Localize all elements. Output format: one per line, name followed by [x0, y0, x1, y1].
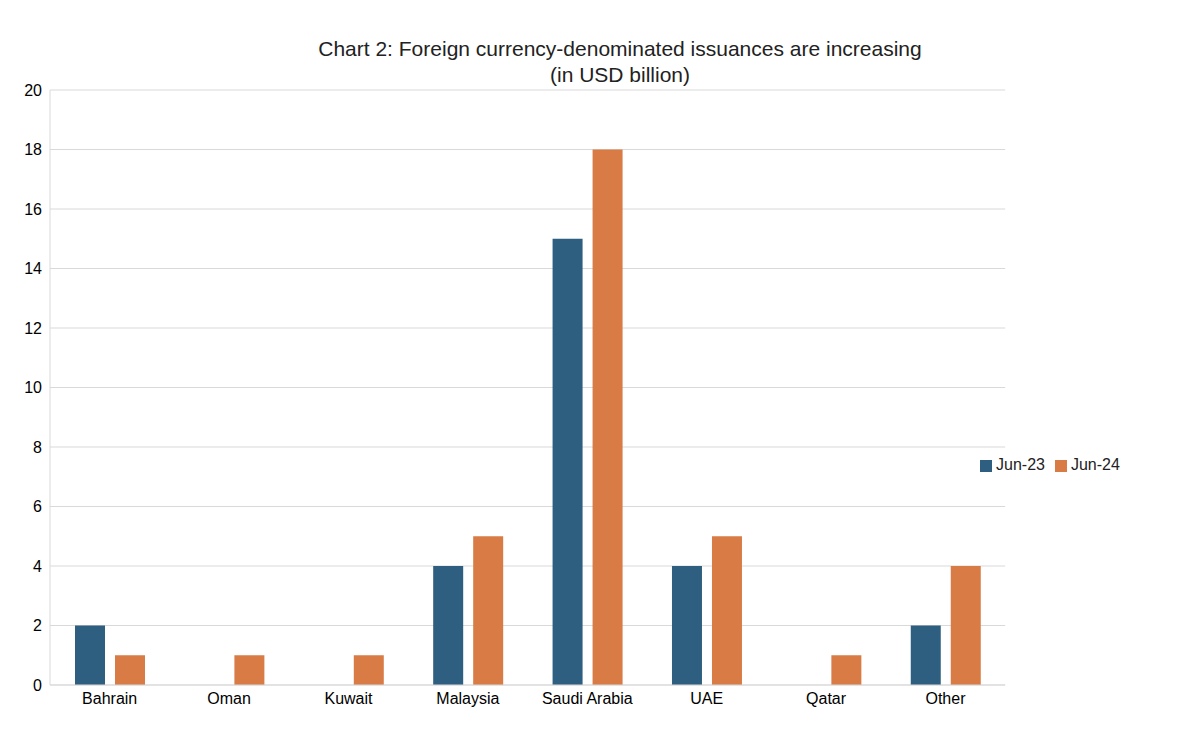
- svg-text:UAE: UAE: [690, 690, 723, 707]
- svg-text:Saudi Arabia: Saudi Arabia: [542, 690, 633, 707]
- html-text:(in USD billion): (in USD billion): [550, 63, 690, 86]
- svg-text:18: 18: [24, 141, 42, 158]
- svg-text:Other: Other: [925, 690, 966, 707]
- svg-text:Qatar: Qatar: [806, 690, 847, 707]
- svg-text:Bahrain: Bahrain: [82, 690, 137, 707]
- svg-text:8: 8: [33, 439, 42, 456]
- html-text:Jun-24: Jun-24: [1070, 456, 1120, 473]
- svg-text:Kuwait: Kuwait: [324, 690, 373, 707]
- svg-text:Oman: Oman: [207, 690, 251, 707]
- svg-text:0: 0: [33, 677, 42, 694]
- svg-text:10: 10: [24, 379, 42, 396]
- svg-text:6: 6: [33, 498, 42, 515]
- html-text:Chart 2: Foreign currency-deno: Chart 2: Foreign currency-denominated is…: [318, 37, 922, 60]
- svg-text:16: 16: [24, 201, 42, 218]
- svg-text:2: 2: [33, 617, 42, 634]
- svg-text:20: 20: [24, 82, 42, 99]
- svg-text:4: 4: [33, 558, 42, 575]
- svg-text:Malaysia: Malaysia: [436, 690, 499, 707]
- svg-text:12: 12: [24, 320, 42, 337]
- html-text:Jun-23: Jun-23: [996, 456, 1045, 473]
- svg-text:14: 14: [24, 260, 42, 277]
